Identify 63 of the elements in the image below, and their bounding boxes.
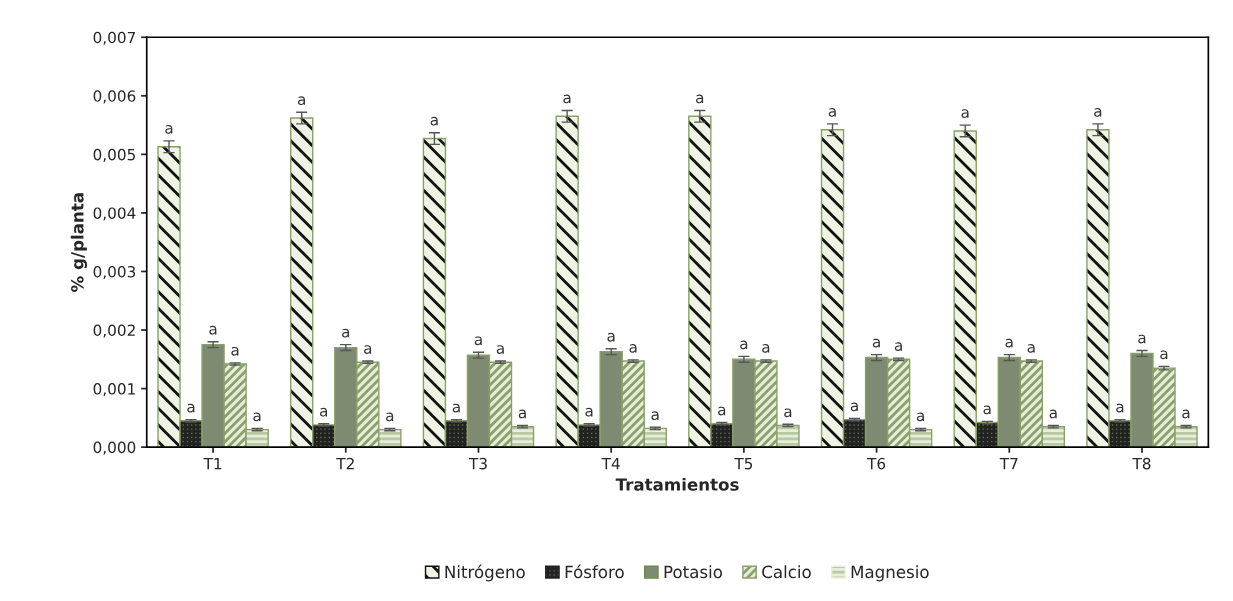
data-label: a <box>629 344 637 353</box>
data-label: a <box>1138 334 1146 344</box>
data-label: a <box>961 109 969 118</box>
data-label: a <box>1116 403 1124 413</box>
y-tick-label: 0,004 <box>93 207 136 221</box>
y-tick-label: 0,005 <box>93 148 135 162</box>
data-label: a <box>430 116 438 126</box>
legend-label: Fósforo <box>565 564 624 579</box>
data-label: a <box>563 94 571 104</box>
data-label: a <box>718 406 726 416</box>
data-label: a <box>342 328 350 338</box>
data-label: a <box>297 96 306 106</box>
x-tick-label: T7 <box>999 458 1018 470</box>
x-tick-label: T2 <box>336 457 354 470</box>
data-label: a <box>496 345 504 354</box>
y-tick-label: 0,002 <box>93 324 135 338</box>
data-label: a <box>165 125 173 134</box>
data-label: a <box>1094 108 1102 117</box>
data-label: a <box>784 408 792 418</box>
data-label: a <box>474 336 482 346</box>
data-label: a <box>1005 338 1013 348</box>
data-label: a <box>452 403 460 413</box>
data-label: a <box>1182 409 1190 419</box>
y-tick-label: 0,000 <box>93 441 136 455</box>
data-label: a <box>916 412 924 422</box>
data-label: a <box>253 412 261 422</box>
data-label: a <box>1049 409 1057 419</box>
data-label: a <box>518 409 526 419</box>
data-label: a <box>1160 350 1168 360</box>
data-label: a <box>872 338 880 348</box>
data-label: a <box>828 108 836 117</box>
data-label: a <box>187 403 195 413</box>
data-label: a <box>386 412 394 422</box>
legend-label: Magnesio <box>851 565 929 582</box>
data-label: a <box>894 342 902 352</box>
x-tick-label: T5 <box>734 458 753 470</box>
data-label: a <box>1027 344 1035 353</box>
data-label: a <box>762 344 770 353</box>
data-label: a <box>319 407 328 417</box>
x-tick-label: T8 <box>1132 457 1151 470</box>
data-label: a <box>607 332 615 342</box>
data-label: a <box>651 411 659 421</box>
y-tick-label: 0,006 <box>93 90 136 104</box>
legend-label: Nitrógeno <box>445 564 525 582</box>
legend-label: Potasio <box>664 565 723 579</box>
data-label: a <box>850 402 858 412</box>
x-tick-label: T6 <box>867 457 886 470</box>
x-tick-label: T3 <box>468 457 487 470</box>
legend-label: Calcio <box>762 565 811 579</box>
data-label: a <box>585 407 593 417</box>
y-axis-title: % g/planta <box>70 193 88 292</box>
y-tick-label: 0,007 <box>93 31 135 45</box>
data-label: a <box>740 340 748 350</box>
data-label: a <box>364 345 372 354</box>
data-label: a <box>231 346 239 356</box>
data-label: a <box>696 94 704 104</box>
data-label: a <box>983 405 991 415</box>
data-label: a <box>209 325 217 335</box>
y-tick-label: 0,003 <box>93 265 136 280</box>
x-tick-label: T1 <box>203 458 222 470</box>
x-tick-label: T4 <box>601 458 620 470</box>
x-axis-title: Tratamientos <box>615 477 739 491</box>
y-tick-label: 0,001 <box>93 383 135 397</box>
